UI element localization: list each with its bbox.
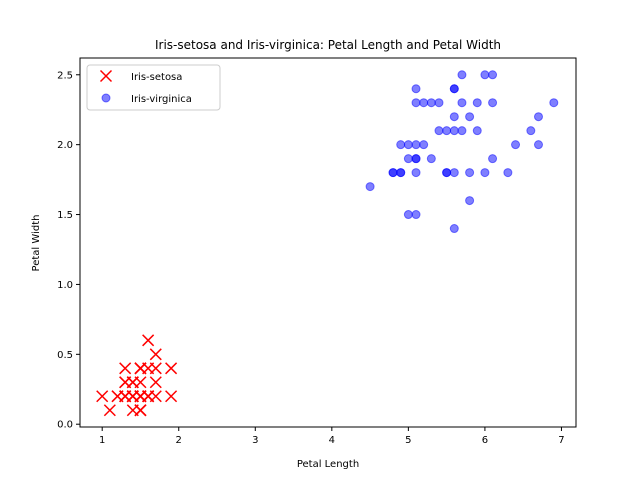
data-point-2-28 bbox=[396, 168, 406, 178]
y-tick-label-6: 2.5 bbox=[57, 70, 73, 81]
data-point-2-20 bbox=[403, 210, 413, 220]
data-point-2-16 bbox=[426, 98, 436, 108]
data-point-2-38 bbox=[442, 168, 452, 178]
data-point-2-18 bbox=[533, 112, 543, 122]
data-point-2-43 bbox=[411, 154, 421, 164]
data-point-1-50-stroke-b bbox=[126, 390, 139, 403]
data-point-2-46 bbox=[419, 98, 429, 108]
data-point-1-50 bbox=[126, 390, 139, 403]
plot-area: 1 2 3 4 5 6 7 0.0 0.5 1.0 1.5 2.0 2.5 bbox=[57, 57, 577, 446]
data-point-2-8 bbox=[503, 168, 513, 178]
data-point-2-6 bbox=[526, 126, 536, 136]
y-tick-label-5: 2.0 bbox=[57, 140, 73, 151]
legend: Iris-setosa Iris-virginica bbox=[86, 64, 221, 111]
data-point-2-47 bbox=[403, 154, 413, 164]
data-point-2-15 bbox=[411, 84, 421, 94]
data-point-2-34 bbox=[411, 210, 421, 220]
data-point-2-25 bbox=[457, 126, 467, 136]
data-point-1-46 bbox=[126, 376, 139, 389]
data-point-1-17-stroke-b bbox=[119, 362, 132, 375]
y-tick-label-4: 1.5 bbox=[57, 210, 73, 221]
legend-box bbox=[86, 64, 221, 111]
data-point-2-10 bbox=[488, 70, 498, 80]
y-tick-label-2: 0.5 bbox=[57, 350, 73, 361]
data-point-2-39 bbox=[388, 168, 398, 178]
data-point-1-45 bbox=[165, 362, 178, 375]
data-point-1-24 bbox=[149, 348, 162, 361]
data-point-2-42 bbox=[411, 98, 421, 108]
data-point-2-4 bbox=[449, 168, 459, 178]
x-tick-label-6: 6 bbox=[482, 435, 488, 446]
data-point-2-21 bbox=[457, 98, 467, 108]
data-point-1-23 bbox=[96, 390, 109, 403]
series-1 bbox=[96, 334, 178, 417]
data-point-2-35 bbox=[449, 224, 459, 234]
data-point-1-19 bbox=[149, 376, 162, 389]
y-axis-label: Petal Width bbox=[31, 215, 42, 272]
data-point-2-36 bbox=[488, 98, 498, 108]
x-tick-label-3: 3 bbox=[252, 435, 258, 446]
data-point-1-38 bbox=[134, 404, 147, 417]
data-point-2-9 bbox=[465, 168, 475, 178]
legend-marker-1 bbox=[99, 69, 113, 83]
data-point-2-31 bbox=[488, 154, 498, 164]
data-point-1-23-stroke-b bbox=[96, 390, 109, 403]
data-point-2-19 bbox=[549, 98, 559, 108]
data-point-1-32-stroke-b bbox=[134, 362, 147, 375]
data-point-1-25-stroke-b bbox=[165, 390, 178, 403]
data-point-2-7 bbox=[365, 182, 375, 192]
data-point-1-14-stroke-b bbox=[103, 404, 116, 417]
data-point-2-26 bbox=[480, 168, 490, 178]
y-tick-label-3: 1.0 bbox=[57, 280, 73, 291]
x-tick-label-7: 7 bbox=[558, 435, 564, 446]
x-tick-label-5: 5 bbox=[405, 435, 411, 446]
data-point-2-49 bbox=[434, 98, 444, 108]
data-point-2-45 bbox=[457, 70, 467, 80]
data-point-1-44-stroke-b bbox=[142, 334, 155, 347]
data-point-2-33 bbox=[449, 112, 459, 122]
legend-marker-1-stroke-b bbox=[99, 69, 113, 83]
chart-title: Iris-setosa and Iris-virginica: Petal Le… bbox=[155, 38, 501, 52]
series-2 bbox=[365, 70, 559, 234]
x-tick-label-2: 2 bbox=[176, 435, 182, 446]
axes-frame bbox=[79, 57, 577, 428]
data-point-2-44 bbox=[472, 98, 482, 108]
data-point-2-22 bbox=[396, 140, 406, 150]
data-point-1-14 bbox=[103, 404, 116, 417]
data-point-2-40 bbox=[434, 126, 444, 136]
data-point-2-11 bbox=[411, 140, 421, 150]
data-point-1-17 bbox=[119, 362, 132, 375]
data-point-2-13 bbox=[442, 126, 452, 136]
legend-label-1: Iris-setosa bbox=[131, 72, 182, 83]
data-point-1-19-stroke-b bbox=[149, 376, 162, 389]
x-tick-label-4: 4 bbox=[329, 435, 335, 446]
data-point-2-5 bbox=[465, 112, 475, 122]
data-point-1-44 bbox=[142, 334, 155, 347]
data-point-1-38-stroke-b bbox=[134, 404, 147, 417]
data-point-1-24-stroke-b bbox=[149, 348, 162, 361]
data-point-2-14 bbox=[403, 140, 413, 150]
data-point-2-29 bbox=[449, 126, 459, 136]
data-point-2-48 bbox=[419, 140, 429, 150]
data-point-1-45-stroke-b bbox=[165, 362, 178, 375]
legend-label-2: Iris-virginica bbox=[131, 94, 192, 105]
data-point-2-50 bbox=[411, 168, 421, 178]
x-axis-label: Petal Length bbox=[297, 459, 359, 470]
data-point-2-1 bbox=[480, 70, 490, 80]
data-point-1-32 bbox=[134, 362, 147, 375]
y-tick-label-1: 0.0 bbox=[57, 420, 73, 431]
legend-marker-2 bbox=[101, 93, 111, 103]
data-point-1-25 bbox=[165, 390, 178, 403]
data-point-2-30 bbox=[465, 196, 475, 206]
x-tick-label-1: 1 bbox=[99, 435, 105, 446]
data-point-2-41 bbox=[449, 84, 459, 94]
data-point-2-23 bbox=[533, 140, 543, 150]
data-point-2-32 bbox=[511, 140, 521, 150]
data-point-2-12 bbox=[426, 154, 436, 164]
data-point-2-3 bbox=[472, 126, 482, 136]
data-point-1-46-stroke-b bbox=[126, 376, 139, 389]
